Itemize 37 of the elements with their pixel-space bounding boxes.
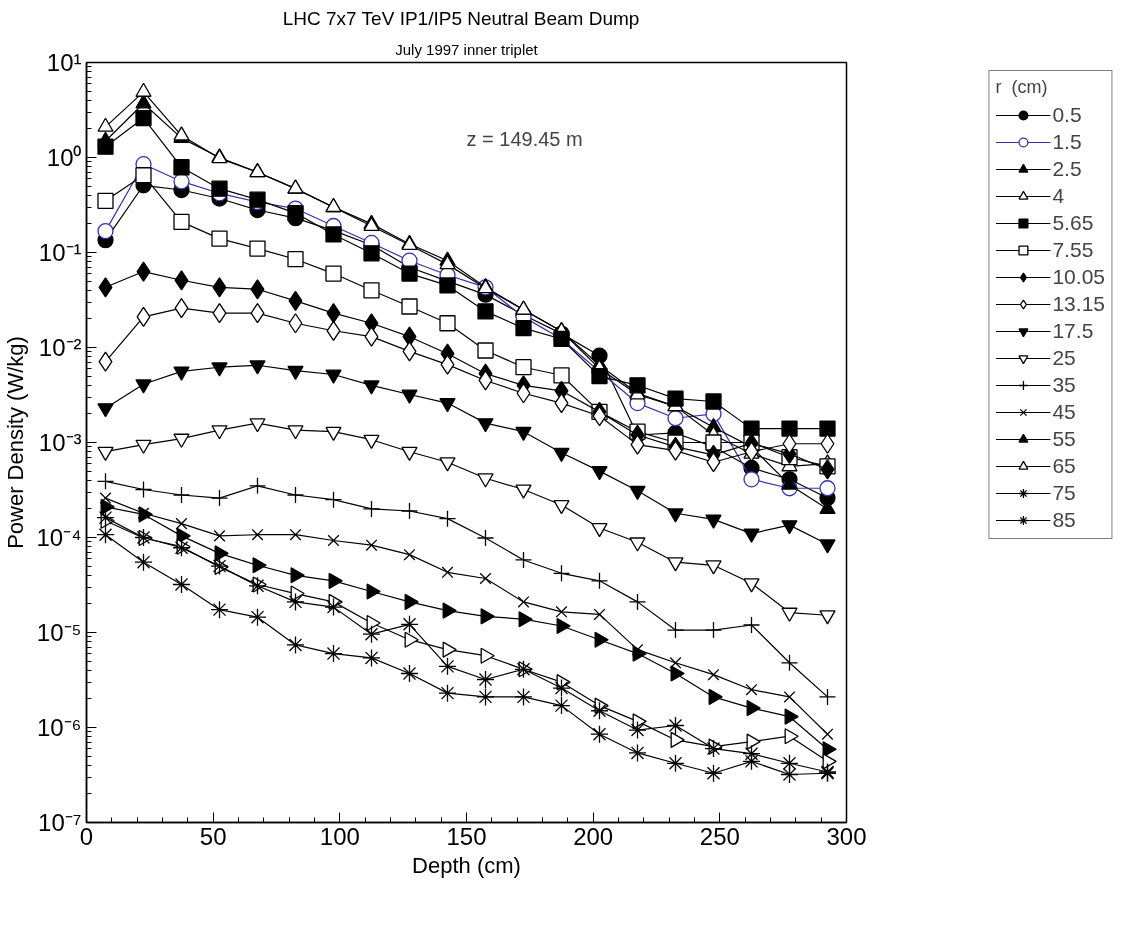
legend-label: 4 (1052, 184, 1066, 208)
x-tick-label: 250 (699, 822, 740, 850)
y-tick-label: 10¹ (46, 49, 82, 76)
x-tick-label: 0 (79, 822, 94, 850)
legend-label: 2.5 (1052, 157, 1082, 181)
x-tick-label: 150 (446, 822, 487, 850)
x-tick-label: 200 (573, 822, 614, 850)
x-tick-label: 50 (199, 822, 227, 850)
x-tick-label: 100 (319, 822, 360, 850)
legend-title: r (cm) (995, 77, 1049, 98)
legend-label: 7.55 (1052, 238, 1094, 262)
y-tick-label: 10⁻⁶ (36, 714, 82, 741)
x-axis-title: Depth (cm) (412, 852, 521, 878)
x-tick-label: 300 (826, 822, 867, 850)
annotation: z = 149.45 m (466, 127, 583, 150)
legend-label: 17.5 (1052, 319, 1094, 343)
legend-label: 1.5 (1052, 130, 1082, 154)
legend-label: 85 (1052, 508, 1076, 532)
y-tick-label: 10⁻⁵ (36, 619, 82, 646)
legend-label: 25 (1052, 346, 1076, 370)
chart-title: LHC 7x7 TeV IP1/IP5 Neutral Beam Dump (282, 7, 640, 29)
legend-label: 75 (1052, 481, 1076, 505)
legend-label: 65 (1052, 454, 1076, 478)
y-tick-label: 10⁰ (46, 144, 82, 171)
legend-label: 0.5 (1052, 103, 1082, 127)
legend-label: 5.65 (1052, 211, 1094, 235)
chart-subtitle: July 1997 inner triplet (395, 40, 539, 58)
y-tick-label: 10⁻³ (38, 429, 82, 456)
legend-label: 10.05 (1052, 265, 1105, 289)
legend-label: 13.15 (1052, 292, 1105, 316)
y-tick-label: 10⁻¹ (38, 239, 82, 266)
y-tick-label: 10⁻⁴ (36, 524, 82, 551)
legend-label: 45 (1052, 400, 1076, 424)
legend-label: 55 (1052, 427, 1076, 451)
y-tick-label: 10⁻² (38, 334, 82, 361)
legend-label: 35 (1052, 373, 1076, 397)
y-axis-title: Power Density (W/kg) (3, 336, 29, 549)
